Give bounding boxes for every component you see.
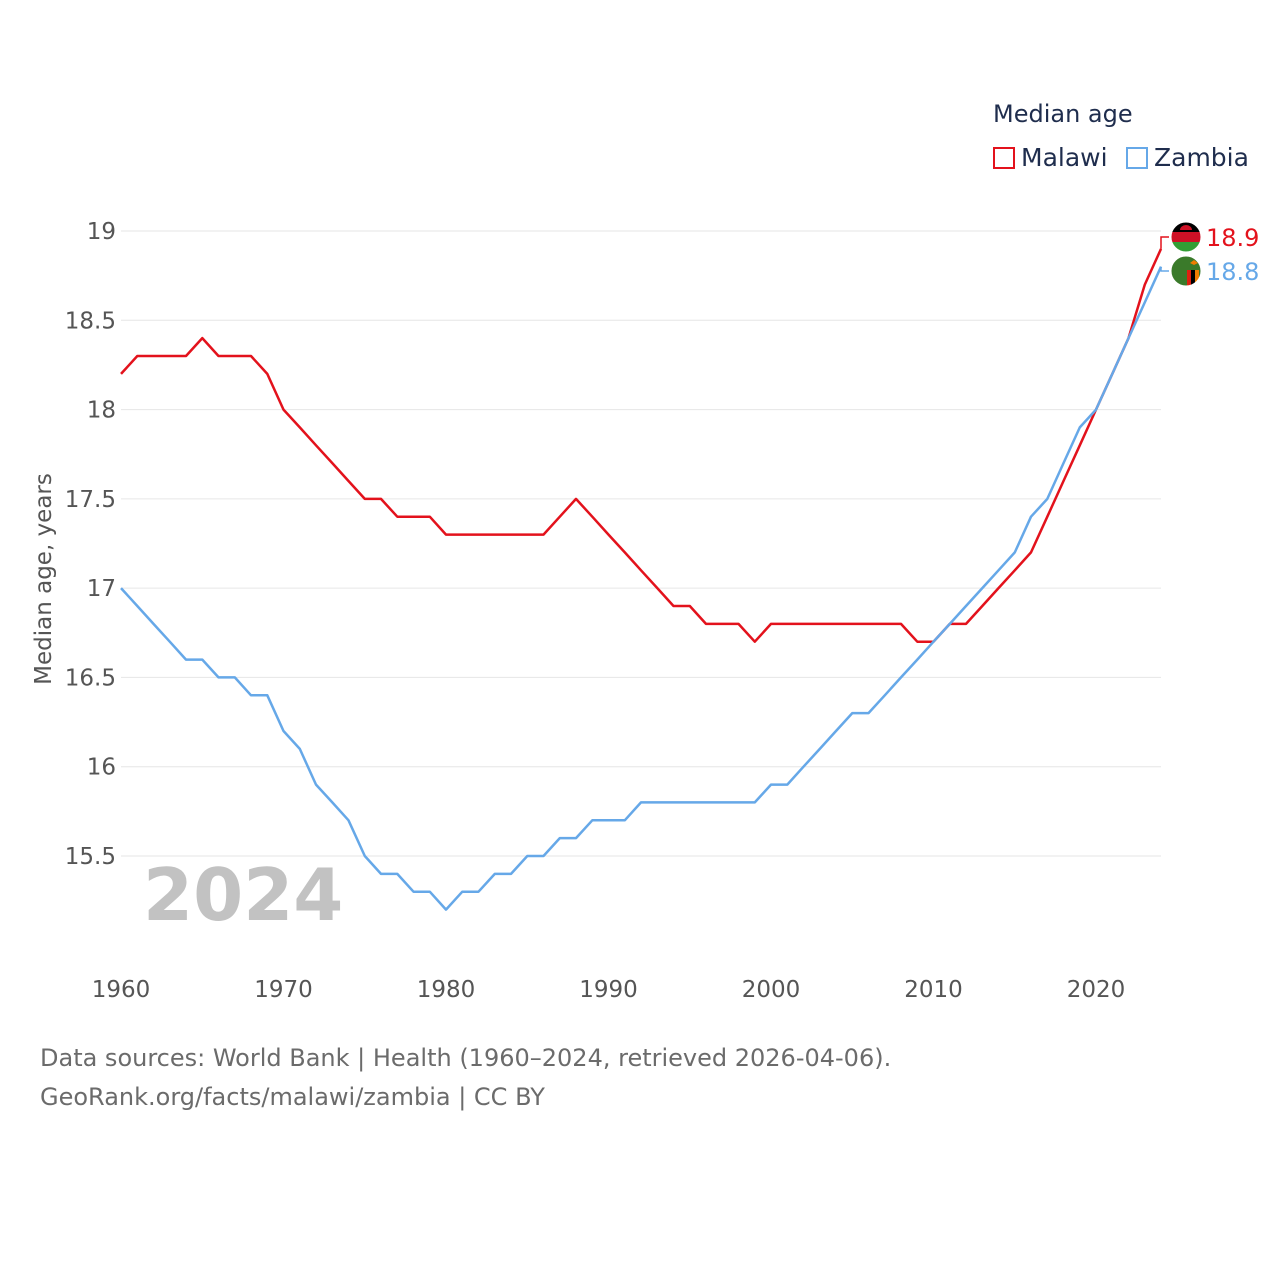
x-tick-label: 2000 — [742, 977, 801, 1003]
x-tick-label: 2020 — [1067, 977, 1126, 1003]
legend-label-malawi: Malawi — [1021, 143, 1108, 172]
x-tick-label: 1990 — [579, 977, 638, 1003]
y-axis-ticks: 15.5 16 16.5 17 17.5 18 18.5 19 — [65, 219, 116, 870]
legend-item-malawi[interactable]: Malawi — [993, 143, 1108, 172]
legend-title: Median age — [993, 100, 1133, 128]
x-tick-label: 2010 — [904, 977, 963, 1003]
end-label-malawi: 18.9 — [1206, 224, 1259, 252]
y-tick-label: 19 — [87, 219, 116, 245]
y-tick-label: 17 — [87, 576, 116, 602]
x-axis-ticks: 1960 1970 1980 1990 2000 2010 2020 — [92, 977, 1126, 1003]
end-connector-zambia — [1160, 266, 1169, 272]
series-line-malawi[interactable] — [120, 248, 1163, 643]
footer-credit[interactable]: GeoRank.org/facts/malawi/zambia | CC BY — [40, 1083, 545, 1111]
year-overlay: 2024 — [143, 853, 343, 937]
y-tick-label: 18.5 — [65, 308, 116, 334]
y-tick-label: 16.5 — [65, 665, 116, 691]
end-connector-malawi — [1160, 236, 1169, 249]
x-tick-label: 1980 — [417, 977, 476, 1003]
y-axis-label: Median age, years — [31, 473, 57, 685]
footer-source: Data sources: World Bank | Health (1960–… — [40, 1044, 892, 1072]
zambia-flag-icon — [1170, 255, 1202, 287]
end-label-zambia: 18.8 — [1206, 258, 1259, 286]
y-tick-label: 17.5 — [65, 487, 116, 513]
legend-item-zambia[interactable]: Zambia — [1126, 143, 1249, 172]
x-tick-label: 1970 — [254, 977, 313, 1003]
y-tick-label: 18 — [87, 398, 116, 424]
legend-label-zambia: Zambia — [1154, 143, 1249, 172]
y-tick-label: 16 — [87, 755, 116, 781]
legend-swatch-malawi — [993, 146, 1015, 169]
end-labels: 18.9 18.8 — [1160, 221, 1259, 287]
x-tick-label: 1960 — [92, 977, 151, 1003]
legend-swatch-zambia — [1126, 146, 1148, 169]
series-line-zambia[interactable] — [120, 266, 1163, 911]
grid-lines — [121, 230, 1161, 857]
y-tick-label: 15.5 — [65, 844, 116, 870]
malawi-flag-icon — [1170, 221, 1202, 253]
series-lines — [120, 248, 1163, 911]
